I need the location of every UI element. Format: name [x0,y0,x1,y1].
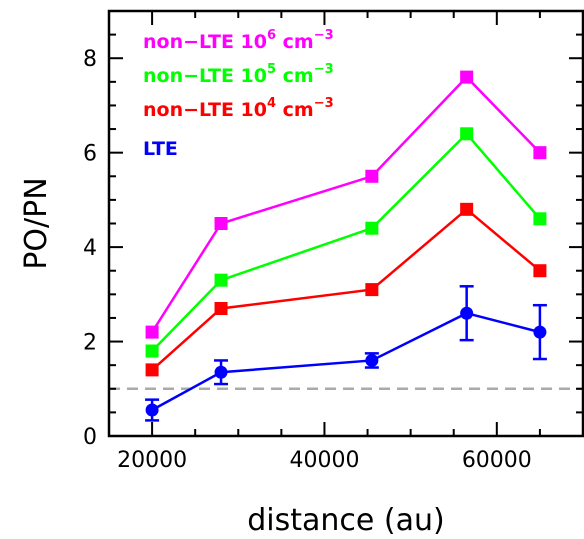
legend-unit: cm [276,99,314,121]
data-point [533,146,547,160]
legend-entry: LTE [143,138,178,160]
data-point [365,169,379,183]
y-axis-title: PO/PN [19,177,54,269]
legend-base: non−LTE 10 [143,99,267,121]
series-3 [145,285,547,422]
y-tick-label: 2 [83,331,97,356]
data-point [145,325,159,339]
series-1 [145,127,547,358]
legend-base: non−LTE 10 [143,31,267,53]
data-point [365,283,379,297]
legend-base: LTE [143,138,178,160]
series-2 [145,202,547,377]
data-point [365,353,379,367]
legend-entry: non−LTE 105 cm−3 [143,62,334,87]
data-point [460,202,474,216]
data-point [533,212,547,226]
x-tick-label: 20000 [117,448,187,473]
data-point [145,363,159,377]
legend-entry: non−LTE 106 cm−3 [143,28,334,53]
y-tick-label: 8 [83,47,97,72]
data-point [145,403,159,417]
data-point [214,302,228,315]
data-point [214,217,228,230]
legend-unit: cm [276,31,314,53]
data-point [460,70,474,84]
data-point [365,221,379,235]
axis-layer: 20000 40000 60000 0 2 4 6 8 [83,11,584,473]
y-tick-label: 0 [83,425,97,450]
legend-unit: cm [276,65,314,87]
data-point [460,127,474,141]
legend-unit-exponent: −3 [314,96,334,111]
data-point [460,306,474,320]
legend-exponent: 6 [267,28,276,43]
legend-entry: non−LTE 104 cm−3 [143,96,334,121]
y-tick-label: 4 [83,236,97,261]
y-tick-label: 6 [83,142,97,167]
series-line [151,311,541,412]
data-point [214,365,228,379]
legend-exponent: 4 [267,96,276,111]
series-0 [145,70,547,339]
legend-base: non−LTE 10 [143,65,267,87]
data-point [145,344,159,358]
legend-unit-exponent: −3 [314,28,334,43]
data-point [533,325,547,339]
data-point [533,264,547,278]
x-tick-label: 60000 [462,448,532,473]
legend-exponent: 5 [267,62,276,77]
legend-unit-exponent: −3 [314,62,334,77]
series-layer [145,70,547,422]
x-axis-title: distance (au) [247,503,444,538]
data-point [214,273,228,287]
x-tick-label: 40000 [289,448,359,473]
